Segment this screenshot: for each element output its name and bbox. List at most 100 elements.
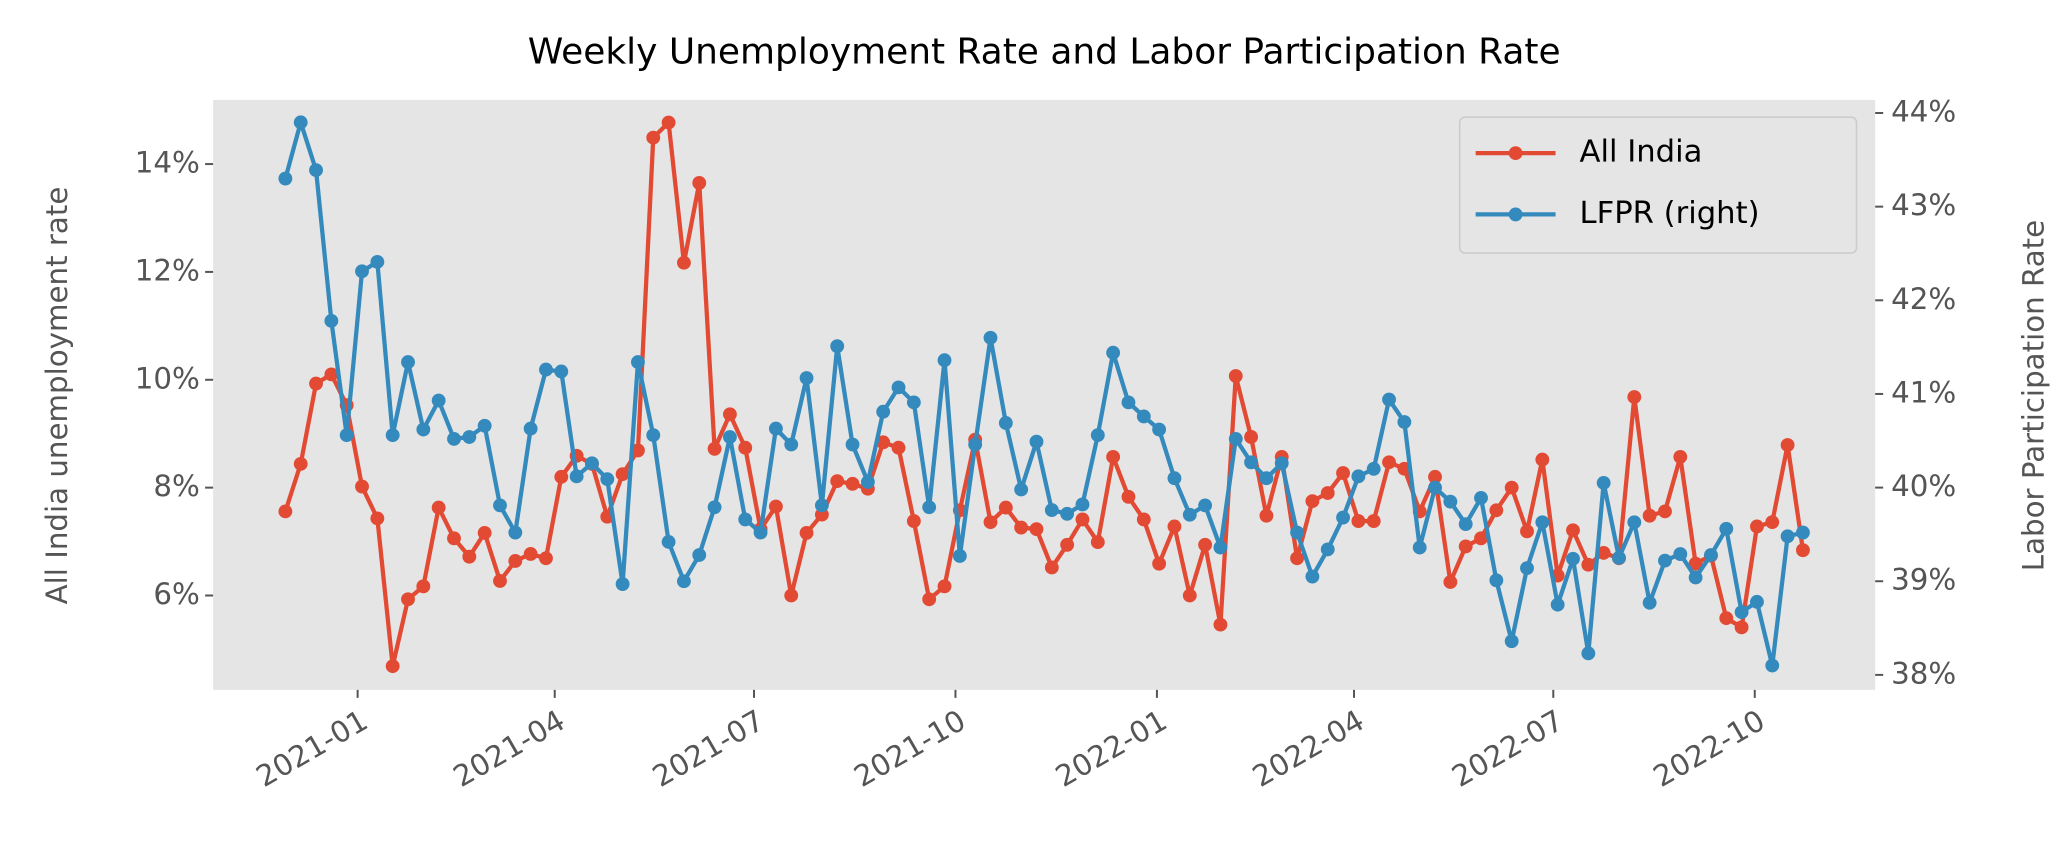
data-point	[1673, 449, 1688, 464]
data-point	[1458, 539, 1473, 554]
data-point	[370, 254, 385, 269]
data-point	[1182, 507, 1197, 522]
data-point	[1719, 611, 1734, 626]
data-point	[661, 115, 676, 130]
data-point	[1320, 542, 1335, 557]
data-point	[401, 355, 415, 370]
legend-marker	[1508, 146, 1523, 161]
data-point	[661, 534, 676, 549]
data-point	[1596, 475, 1611, 490]
y-tick-label: 8%	[153, 469, 199, 503]
data-point	[1044, 503, 1059, 517]
data-point	[722, 407, 737, 422]
data-point	[1014, 520, 1029, 535]
data-point	[1704, 548, 1718, 562]
data-point	[1351, 469, 1366, 484]
data-point	[722, 430, 737, 444]
data-point	[1535, 515, 1550, 530]
data-point	[416, 579, 431, 594]
data-point	[493, 498, 507, 513]
data-point	[385, 659, 400, 674]
x-tick-label: 2022-07	[1446, 703, 1569, 794]
data-point	[1750, 519, 1764, 534]
data-point	[1121, 489, 1136, 504]
data-point	[554, 364, 569, 379]
data-point	[1029, 434, 1044, 449]
data-point	[692, 176, 707, 190]
data-point	[1382, 392, 1396, 407]
data-point	[1443, 575, 1458, 589]
data-point	[416, 422, 431, 437]
data-point	[493, 574, 507, 588]
data-point	[906, 514, 921, 528]
data-point	[431, 393, 446, 408]
data-point	[554, 469, 569, 484]
data-point	[1152, 556, 1167, 571]
x-tick-label: 2021-04	[448, 703, 571, 794]
y-tick-label: 12%	[135, 253, 200, 287]
legend-label: All India	[1580, 135, 1703, 170]
data-point	[309, 163, 323, 178]
data-point	[876, 404, 891, 419]
y2-tick-label: 40%	[1891, 469, 1956, 503]
data-point	[1550, 597, 1565, 612]
data-point	[508, 554, 523, 568]
data-point	[462, 430, 477, 444]
data-point	[1106, 449, 1121, 464]
data-point	[508, 525, 523, 540]
data-point	[1428, 480, 1442, 495]
data-point	[1504, 480, 1519, 495]
data-point	[952, 549, 967, 563]
data-point	[431, 500, 446, 515]
data-point	[1244, 430, 1259, 444]
data-point	[1336, 466, 1350, 481]
data-point	[293, 115, 308, 130]
x-tick-label: 2021-10	[848, 703, 971, 794]
data-point	[1397, 415, 1412, 429]
data-point	[1489, 503, 1504, 518]
data-point	[569, 469, 584, 484]
data-point	[631, 443, 645, 458]
data-point	[1688, 556, 1703, 571]
data-point	[1627, 390, 1642, 404]
data-point	[983, 515, 998, 530]
data-point	[692, 548, 707, 562]
data-point	[814, 498, 829, 513]
legend-box	[1458, 116, 1858, 254]
data-point	[324, 313, 339, 328]
data-point	[1136, 512, 1151, 527]
data-point	[677, 255, 691, 270]
y-tick-label: 6%	[153, 577, 199, 611]
data-point	[462, 549, 477, 564]
data-point	[1581, 646, 1596, 661]
data-point	[615, 577, 630, 591]
data-point	[1658, 504, 1672, 519]
data-point	[1213, 540, 1228, 555]
x-tick-label: 2022-01	[1050, 703, 1173, 794]
data-point	[1244, 455, 1259, 470]
data-point	[539, 362, 553, 377]
data-point	[1443, 494, 1458, 509]
data-point	[309, 376, 323, 391]
data-point	[1765, 515, 1780, 530]
data-point	[1719, 521, 1734, 536]
data-point	[1382, 455, 1396, 470]
data-point	[1198, 537, 1213, 552]
data-point	[1090, 535, 1105, 550]
data-point	[1688, 570, 1703, 585]
y2-axis-label: Labor Participation Rate	[2017, 220, 2051, 571]
data-point	[355, 264, 369, 279]
data-point	[585, 456, 599, 471]
data-point	[1152, 422, 1167, 437]
data-point	[477, 526, 492, 540]
data-point	[1014, 482, 1029, 497]
data-point	[876, 435, 891, 450]
data-point	[1474, 531, 1488, 546]
data-point	[707, 441, 722, 456]
data-point	[922, 592, 937, 607]
data-point	[830, 339, 845, 354]
data-point	[1796, 525, 1810, 540]
data-point	[1535, 452, 1550, 467]
data-point	[1121, 395, 1136, 410]
y2-tick-label: 42%	[1891, 282, 1956, 316]
